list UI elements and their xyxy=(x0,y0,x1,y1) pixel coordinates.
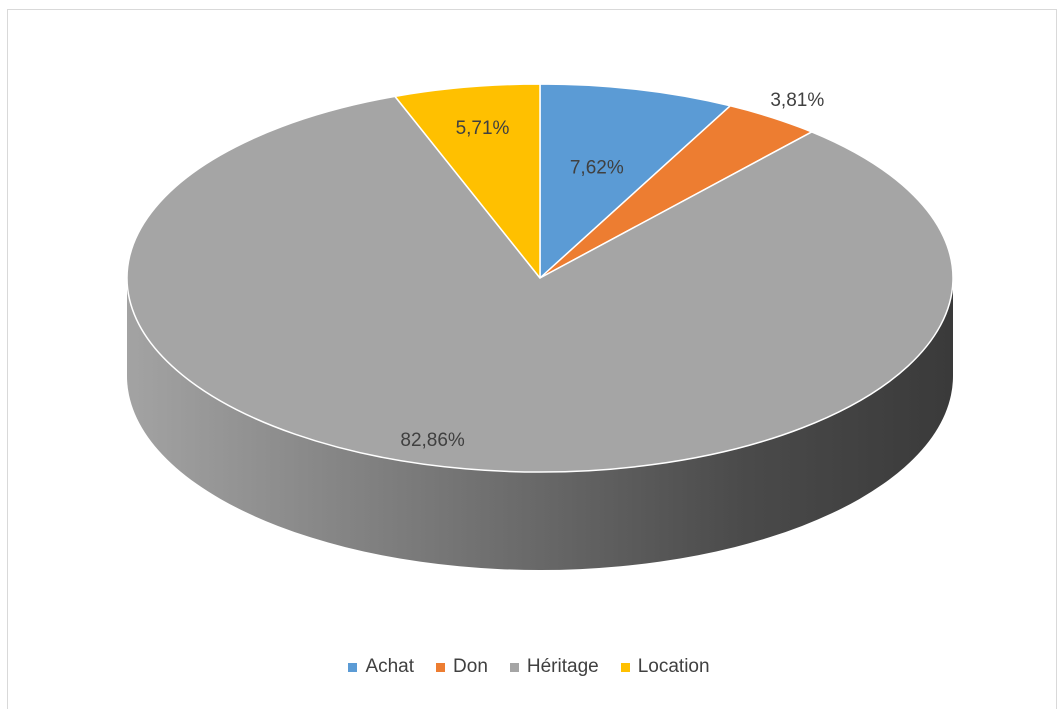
data-label-don: 3,81% xyxy=(770,90,824,111)
legend-swatch-achat xyxy=(348,662,358,672)
legend-item-heritage: Héritage xyxy=(509,656,599,678)
legend-swatch-heritage xyxy=(509,662,519,672)
pie-slice-heritage xyxy=(126,95,954,473)
data-label-heritage: 82,86% xyxy=(400,430,465,451)
chart-legend: Achat Don Héritage Location xyxy=(0,656,1058,678)
legend-label-location: Location xyxy=(637,656,710,677)
legend-item-don: Don xyxy=(436,656,488,678)
legend-item-location: Location xyxy=(620,656,710,678)
pie-slice-achat xyxy=(539,83,732,279)
pie-data-labels: 7,62% 3,81% 82,86% 5,71% xyxy=(400,90,824,451)
pie-side-surface xyxy=(127,278,953,570)
pie-slice-location xyxy=(394,83,541,279)
pie-slices xyxy=(126,83,954,473)
legend-label-achat: Achat xyxy=(365,656,415,677)
data-label-achat: 7,62% xyxy=(570,158,624,179)
data-label-location: 5,71% xyxy=(456,118,510,139)
legend-item-achat: Achat xyxy=(348,656,414,678)
legend-swatch-location xyxy=(620,662,630,672)
pie-side-wall xyxy=(127,278,953,570)
legend-label-heritage: Héritage xyxy=(526,656,599,677)
legend-label-don: Don xyxy=(453,656,488,677)
legend-swatch-don xyxy=(436,662,446,672)
